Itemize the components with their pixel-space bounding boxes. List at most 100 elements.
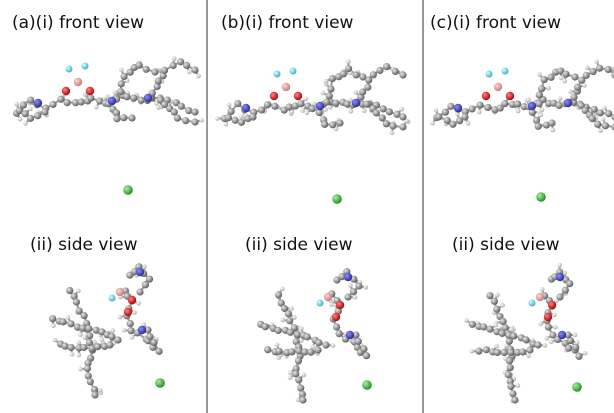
atom	[501, 100, 508, 107]
atom	[249, 113, 256, 120]
atom	[258, 106, 265, 113]
atom	[300, 108, 305, 113]
atom	[80, 344, 87, 351]
atom	[297, 100, 304, 107]
atom	[494, 344, 499, 349]
atom	[562, 79, 567, 84]
atom	[98, 388, 103, 393]
atom	[116, 288, 124, 296]
atom	[286, 103, 293, 110]
atom	[572, 344, 579, 351]
atom	[51, 323, 56, 328]
atom	[475, 348, 482, 355]
atom	[49, 315, 56, 322]
atom	[556, 273, 564, 281]
atom	[399, 123, 406, 130]
atom	[128, 114, 135, 121]
atom	[345, 65, 352, 72]
atom	[383, 63, 390, 70]
atom	[548, 301, 556, 309]
atom	[442, 109, 449, 116]
atom	[494, 349, 501, 356]
atom	[447, 103, 454, 110]
atom	[276, 348, 283, 355]
atom	[363, 101, 370, 108]
atom	[500, 303, 505, 308]
atom	[23, 121, 28, 126]
atom	[323, 107, 328, 112]
atom	[526, 97, 531, 102]
atom	[544, 313, 552, 321]
atom	[288, 348, 295, 355]
atom	[399, 107, 404, 112]
atom	[570, 94, 577, 101]
atom	[132, 310, 137, 315]
atom	[355, 338, 362, 345]
atom	[529, 300, 536, 307]
atom	[526, 354, 531, 359]
atom	[143, 66, 150, 73]
atom	[464, 318, 469, 323]
atom	[522, 336, 529, 343]
atom	[568, 89, 573, 94]
atom	[556, 293, 563, 300]
atom	[430, 121, 435, 126]
atom	[314, 346, 321, 353]
atom	[545, 323, 552, 330]
atom	[601, 117, 606, 122]
atom	[605, 66, 612, 73]
atom	[62, 87, 70, 95]
atom	[120, 73, 127, 80]
atom	[602, 122, 609, 129]
atom	[336, 119, 343, 126]
atom	[466, 121, 471, 126]
atom	[468, 105, 475, 112]
atom	[41, 108, 48, 115]
atom	[290, 68, 297, 75]
atom	[510, 332, 517, 339]
atom	[470, 349, 475, 354]
atom	[483, 346, 490, 353]
atom	[123, 93, 130, 100]
atom	[493, 306, 500, 313]
atom	[53, 338, 58, 343]
panel-label: (ii) side view	[452, 235, 560, 255]
atom	[142, 281, 149, 288]
atom	[507, 364, 514, 371]
atom	[537, 72, 542, 77]
atom	[344, 273, 352, 281]
atom	[346, 59, 351, 64]
atom	[60, 318, 67, 325]
panel-label: (b)(i) front view	[221, 13, 354, 33]
atom	[156, 105, 161, 110]
atom	[130, 94, 137, 101]
atom	[302, 373, 307, 378]
atom	[528, 102, 536, 110]
atom	[114, 336, 121, 343]
atom	[130, 335, 135, 340]
atom	[559, 76, 564, 81]
atom	[346, 331, 354, 339]
atom	[572, 382, 582, 392]
atom	[316, 102, 324, 110]
atom	[582, 83, 587, 88]
atom	[76, 289, 81, 294]
atom	[505, 371, 512, 378]
atom	[74, 78, 82, 86]
atom	[539, 113, 544, 118]
atom	[136, 288, 143, 295]
atom	[598, 128, 603, 133]
atom	[304, 97, 309, 102]
atom	[66, 66, 73, 73]
atom	[174, 115, 181, 122]
atom	[495, 293, 500, 298]
atom	[535, 123, 542, 130]
atom	[142, 264, 147, 269]
atom	[516, 383, 521, 388]
atom	[108, 97, 116, 105]
atom	[138, 326, 146, 334]
atom	[336, 301, 344, 309]
atom	[516, 109, 521, 114]
atom	[70, 352, 75, 357]
atom	[519, 348, 526, 355]
